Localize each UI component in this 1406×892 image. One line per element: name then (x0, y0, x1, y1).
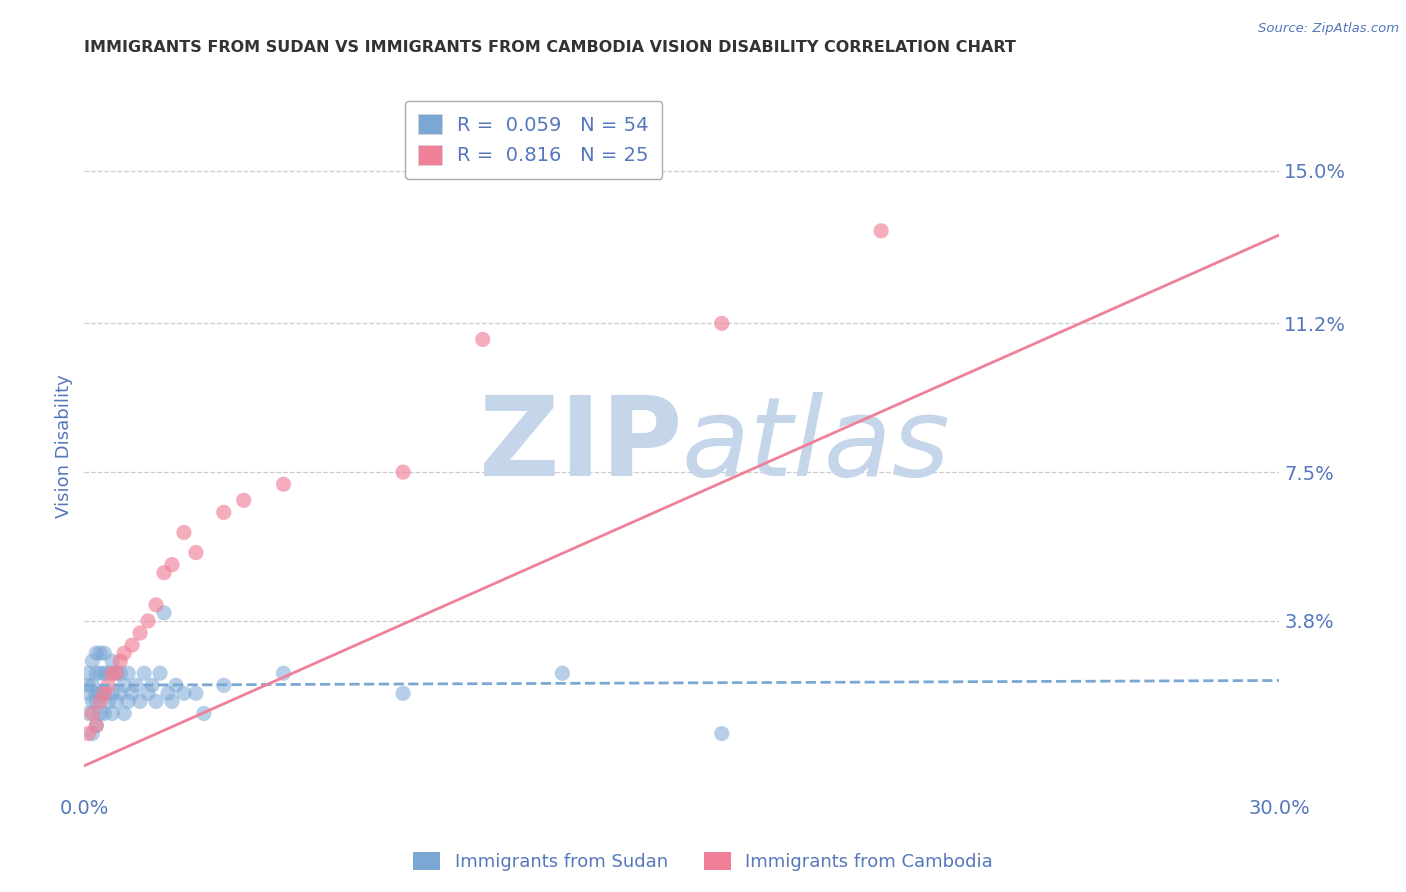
Point (93, 706, 115, 721)
Point (77, 686, 100, 700)
Point (870, 224, 893, 238)
Point (101, 654, 124, 668)
Point (101, 666, 124, 681)
Point (105, 666, 128, 681)
Point (193, 706, 215, 721)
Text: ZIP: ZIP (478, 392, 682, 500)
Point (82, 726, 104, 740)
Point (153, 606, 176, 620)
Point (136, 614, 159, 628)
Point (129, 694, 152, 708)
Point (105, 694, 128, 708)
Point (232, 493, 254, 508)
Point (93, 686, 115, 700)
Point (153, 566, 176, 580)
Point (117, 666, 139, 681)
Legend: R =  0.059   N = 54, R =  0.816   N = 25: R = 0.059 N = 54, R = 0.816 N = 25 (405, 101, 662, 179)
Point (184, 545, 207, 559)
Point (97, 666, 120, 681)
Point (77, 726, 100, 740)
Point (93, 666, 115, 681)
Point (93, 646, 115, 660)
Point (149, 666, 172, 681)
Point (141, 678, 163, 692)
Point (136, 686, 159, 700)
Point (77, 666, 100, 681)
Point (101, 706, 124, 721)
Point (93, 686, 115, 700)
Point (97, 694, 120, 708)
Point (129, 626, 152, 640)
Point (89, 686, 111, 700)
Point (471, 333, 494, 347)
Point (82, 654, 104, 668)
Point (551, 666, 574, 681)
Point (110, 686, 132, 700)
Point (112, 706, 135, 721)
Point (89, 666, 111, 681)
Point (112, 678, 135, 692)
Point (121, 638, 143, 652)
Point (86, 686, 108, 700)
Point (710, 726, 733, 740)
Point (82, 678, 104, 692)
Point (112, 646, 135, 660)
Text: atlas: atlas (682, 392, 950, 500)
Point (121, 686, 143, 700)
Point (86, 718, 108, 732)
Y-axis label: Vision Disability: Vision Disability (55, 374, 73, 518)
Point (110, 654, 132, 668)
Point (101, 686, 124, 700)
Point (173, 525, 195, 540)
Point (77, 706, 100, 721)
Text: IMMIGRANTS FROM SUDAN VS IMMIGRANTS FROM CAMBODIA VISION DISABILITY CORRELATION : IMMIGRANTS FROM SUDAN VS IMMIGRANTS FROM… (84, 40, 1017, 55)
Point (89, 646, 111, 660)
Point (212, 678, 235, 692)
Point (86, 694, 108, 708)
Point (132, 666, 156, 681)
Point (392, 686, 415, 700)
Point (86, 666, 108, 681)
Point (145, 598, 167, 612)
Point (110, 666, 132, 681)
Point (392, 465, 415, 479)
Point (160, 558, 183, 572)
Point (165, 678, 187, 692)
Point (86, 718, 108, 732)
Point (125, 678, 148, 692)
Point (89, 706, 111, 721)
Point (273, 477, 295, 491)
Point (160, 694, 183, 708)
Point (82, 706, 104, 721)
Point (82, 694, 104, 708)
Point (97, 678, 120, 692)
Point (145, 694, 167, 708)
Point (157, 686, 180, 700)
Point (212, 505, 235, 519)
Point (184, 686, 207, 700)
Point (77, 678, 100, 692)
Legend: Immigrants from Sudan, Immigrants from Cambodia: Immigrants from Sudan, Immigrants from C… (406, 845, 1000, 879)
Point (117, 694, 139, 708)
Point (86, 646, 108, 660)
Point (273, 666, 295, 681)
Point (173, 686, 195, 700)
Text: Source: ZipAtlas.com: Source: ZipAtlas.com (1258, 22, 1399, 36)
Point (89, 694, 111, 708)
Point (105, 666, 128, 681)
Point (710, 316, 733, 330)
